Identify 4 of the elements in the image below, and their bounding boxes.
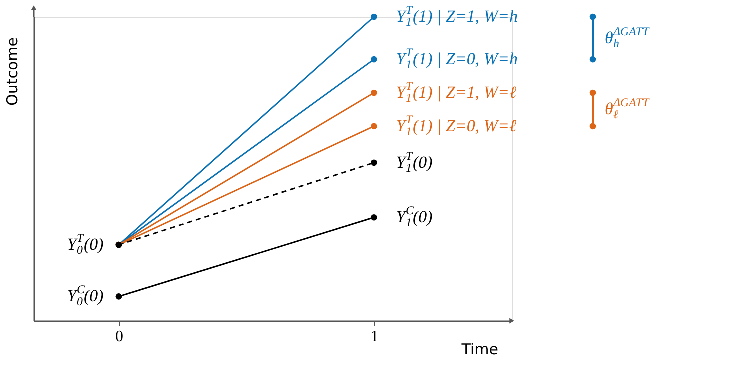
x-axis-title: Time bbox=[460, 340, 498, 358]
x-tick-label: 0 bbox=[115, 328, 124, 346]
y-axis-title: Outcome bbox=[4, 38, 22, 106]
x-tick-label: 1 bbox=[370, 328, 379, 346]
